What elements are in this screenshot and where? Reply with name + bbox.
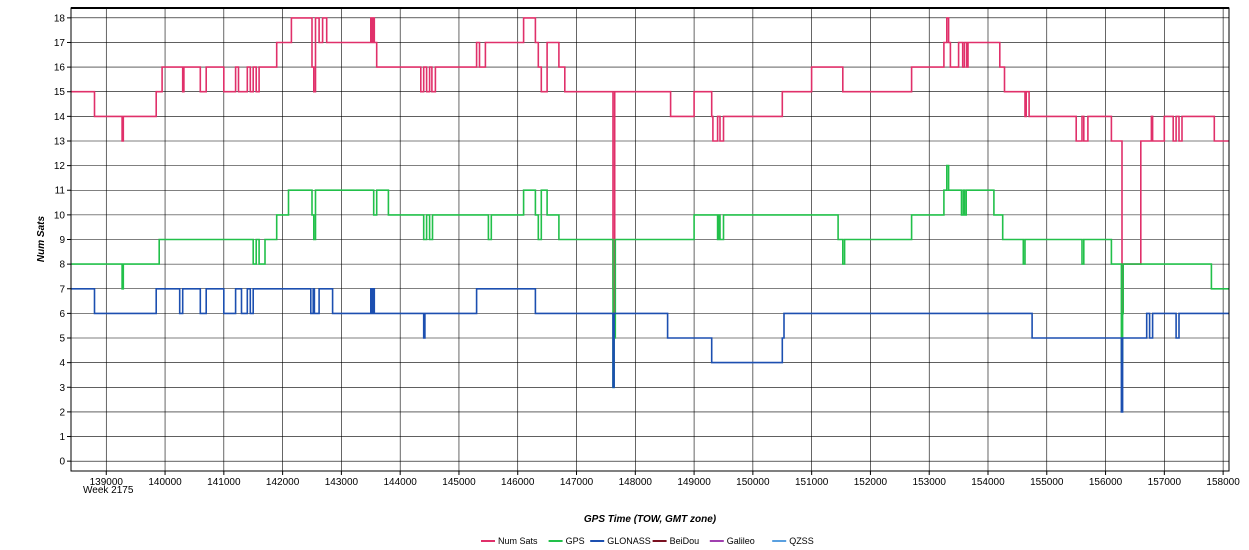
legend-label-galileo: Galileo [727,536,755,546]
week-label: Week 2175 [83,485,134,496]
x-tick-label: 151000 [795,477,829,488]
x-tick-label: 158000 [1206,477,1240,488]
x-axis-title: GPS Time (TOW, GMT zone) [584,514,717,525]
y-tick-label: 5 [59,334,65,345]
x-tick-label: 144000 [383,477,417,488]
y-tick-label: 0 [59,457,65,468]
x-tick-label: 156000 [1089,477,1123,488]
y-tick-label: 12 [54,161,66,172]
x-tick-label: 140000 [148,477,182,488]
legend-label-qzss: QZSS [789,536,814,546]
legend-label-beidou: BeiDou [670,536,700,546]
y-axis-title: Num Sats [36,216,47,263]
x-tick-label: 146000 [501,477,535,488]
series-line-gps [71,164,1229,389]
y-tick-label: 1 [59,432,65,443]
x-tick-label: 149000 [677,477,711,488]
x-tick-label: 157000 [1148,477,1182,488]
legend-label-num-sats: Num Sats [498,536,538,546]
y-tick-label: 17 [54,38,66,49]
legend-label-gps: GPS [566,536,585,546]
series-line-glonass [71,288,1229,413]
y-tick-label: 13 [54,136,66,147]
x-tick-label: 143000 [325,477,359,488]
y-tick-label: 9 [59,235,65,246]
y-tick-label: 2 [59,407,65,418]
y-tick-label: 7 [59,284,65,295]
y-tick-label: 11 [55,186,66,197]
legend: Num Sats GPS GLONASS BeiDou Galileo QZSS [481,536,814,546]
x-tick-label: 155000 [1030,477,1064,488]
y-tick-label: 6 [59,309,65,320]
y-tick-label: 4 [59,358,65,369]
x-tick-label: 154000 [971,477,1005,488]
x-tick-label: 139000 [90,477,124,488]
x-tick-label: 145000 [442,477,476,488]
y-tick-label: 14 [54,112,66,123]
y-tick-label: 16 [54,63,66,74]
x-tick-labels: 139000 140000 141000 142000 143000 144000 1450… [90,471,1240,488]
y-tick-label: 10 [54,210,66,221]
y-tick-label: 8 [59,260,65,271]
x-tick-label: 153000 [913,477,947,488]
x-tick-label: 150000 [736,477,770,488]
y-tick-label: 15 [54,87,66,98]
x-tick-label: 148000 [619,477,653,488]
legend-label-glonass: GLONASS [607,536,651,546]
y-tick-label: 18 [54,13,66,24]
x-tick-label: 141000 [207,477,241,488]
x-tick-label: 147000 [560,477,594,488]
x-tick-label: 152000 [854,477,888,488]
x-tick-label: 142000 [266,477,300,488]
y-tick-label: 3 [59,383,65,394]
series-lines [71,17,1229,413]
